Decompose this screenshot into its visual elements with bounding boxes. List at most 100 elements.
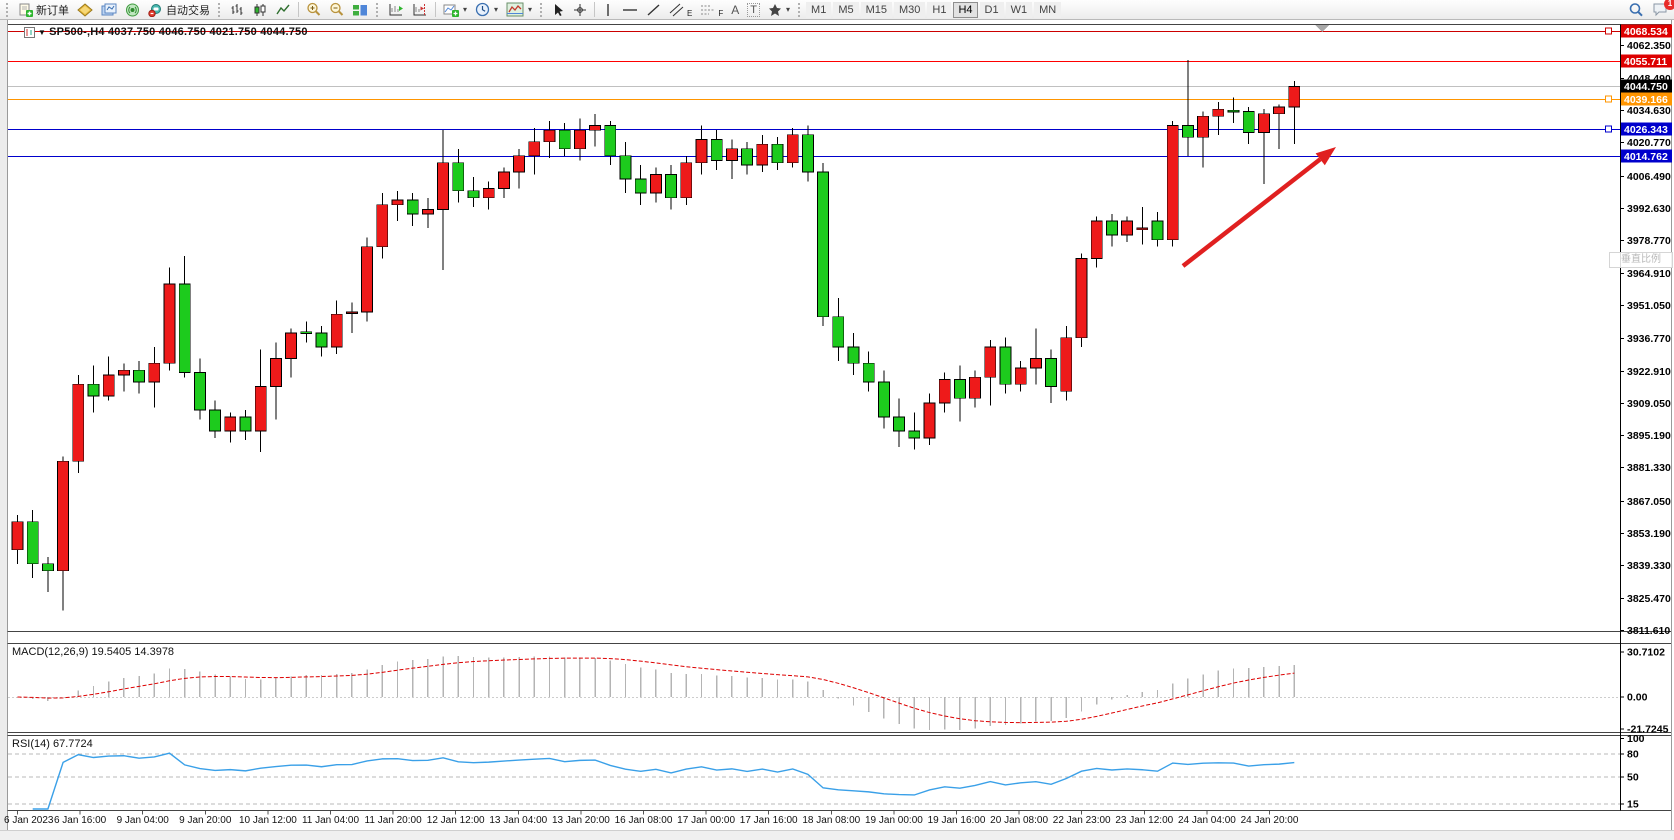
bull-candle xyxy=(1166,125,1179,241)
bear-candle xyxy=(847,346,860,364)
indicators-button[interactable]: ▾ xyxy=(439,1,471,19)
trend-arrow-annotation[interactable] xyxy=(1181,157,1322,268)
bear-candle xyxy=(315,332,328,348)
toolbar-grip[interactable] xyxy=(540,2,544,17)
bull-candle xyxy=(756,143,769,166)
periods-button[interactable]: ▾ xyxy=(471,1,502,19)
time-axis-label: 24 Jan 20:00 xyxy=(1241,815,1299,826)
timeframe-tab-M30[interactable]: M30 xyxy=(894,1,926,18)
toolbar-grip[interactable] xyxy=(798,2,802,17)
dropdown-caret[interactable]: ▾ xyxy=(463,5,468,14)
price-tag-4068.534 xyxy=(1621,24,1672,38)
chart-shift-marker[interactable] xyxy=(1315,25,1329,32)
timeframe-tab-M5[interactable]: M5 xyxy=(833,1,859,18)
line-chart-mode-button[interactable] xyxy=(272,1,295,19)
profiles-button[interactable] xyxy=(97,1,121,19)
price-axis-label: 4062.350 xyxy=(1627,40,1671,52)
time-axis-label: 19 Jan 16:00 xyxy=(928,815,986,826)
price-line-handle[interactable] xyxy=(1605,95,1612,103)
price-axis-label: 3825.470 xyxy=(1627,593,1671,605)
price-line-handle[interactable] xyxy=(1605,125,1612,133)
timeframe-tab-W1[interactable]: W1 xyxy=(1005,1,1033,18)
bull-candle xyxy=(589,125,601,131)
price-tag-label: 4068.534 xyxy=(1624,26,1668,38)
zoom-out-button[interactable] xyxy=(325,1,348,19)
timeframe-tab-H4[interactable]: H4 xyxy=(953,1,978,18)
candlestick-icon xyxy=(254,3,266,16)
time-axis-label: 11 Jan 20:00 xyxy=(365,815,423,826)
new-chart-button[interactable] xyxy=(73,1,97,19)
bear-candle xyxy=(209,409,222,432)
new-order-button[interactable]: 新订单 xyxy=(14,1,73,19)
bull-candle xyxy=(969,376,981,399)
price-tag-label: 4026.343 xyxy=(1624,124,1668,136)
collapse-caret-icon[interactable]: ▼ xyxy=(38,27,47,37)
templates-button[interactable]: ▾ xyxy=(502,1,536,19)
new-chart-icon xyxy=(77,2,93,17)
toolbar-grip[interactable] xyxy=(6,2,10,17)
equidistant-channel-icon xyxy=(669,3,684,16)
bear-candle xyxy=(406,199,419,215)
timeframe-tab-M1[interactable]: M1 xyxy=(806,1,832,18)
left-gutter xyxy=(0,20,7,830)
bear-candle xyxy=(300,331,313,334)
text-label-tool-button[interactable]: T xyxy=(743,1,764,19)
trendline-tool-button[interactable] xyxy=(642,1,665,19)
chart-shift-button[interactable] xyxy=(408,1,432,19)
dropdown-caret[interactable]: ▾ xyxy=(528,5,533,14)
bull-candle xyxy=(148,362,161,383)
dropdown-caret[interactable]: ▾ xyxy=(786,5,791,14)
auto-trading-button[interactable]: 自动交易 xyxy=(144,1,214,19)
timeframe-tab-D1[interactable]: D1 xyxy=(979,1,1004,18)
timeframe-tab-M15[interactable]: M15 xyxy=(860,1,893,18)
bull-candle xyxy=(285,332,298,360)
bull-candle xyxy=(1288,86,1301,108)
bear-candle xyxy=(832,316,845,348)
price-line-handle[interactable] xyxy=(1605,27,1612,35)
price-tag-label: 4055.711 xyxy=(1624,56,1667,68)
vertical-line-tool-button[interactable] xyxy=(598,1,618,19)
time-axis-label: 17 Jan 16:00 xyxy=(740,815,798,826)
tile-windows-button[interactable] xyxy=(348,1,372,19)
notifications-button[interactable]: 1 xyxy=(1648,0,1674,19)
cursor-arrow-icon xyxy=(555,3,564,16)
bear-candle xyxy=(1151,220,1164,241)
trend-arrow-head[interactable] xyxy=(1315,147,1336,166)
price-axis-label: 3853.190 xyxy=(1627,528,1671,540)
price-tag-4026.343 xyxy=(1621,122,1672,136)
arrows-tool-button[interactable]: ▾ xyxy=(764,1,794,19)
toolbar-grip[interactable] xyxy=(376,2,380,17)
auto-scroll-button[interactable] xyxy=(384,1,408,19)
signals-button[interactable] xyxy=(121,1,144,19)
fibonacci-tool-button[interactable]: F xyxy=(696,1,727,19)
dropdown-caret[interactable]: ▾ xyxy=(494,5,499,14)
rsi-axis-label: 100 xyxy=(1627,733,1645,745)
text-tool-button[interactable]: A xyxy=(727,1,743,19)
candlestick-mode-button[interactable] xyxy=(249,1,272,19)
time-axis-label: 24 Jan 04:00 xyxy=(1178,815,1236,826)
bear-candle xyxy=(862,362,875,383)
template-icon xyxy=(506,2,524,17)
bull-candle xyxy=(923,402,936,439)
channel-tool-button[interactable]: E xyxy=(665,1,696,19)
zoom-in-icon xyxy=(307,2,321,16)
profiles-icon xyxy=(101,3,117,15)
bull-candle xyxy=(497,171,510,189)
cursor-tool-button[interactable] xyxy=(548,1,569,19)
time-axis-label: 10 Jan 12:00 xyxy=(239,815,297,826)
chart-title-text: SP500-,H4 4037.750 4046.750 4021.750 404… xyxy=(49,26,308,38)
line-chart-icon xyxy=(276,4,290,14)
time-axis-label: 23 Jan 12:00 xyxy=(1115,815,1173,826)
bar-chart-mode-button[interactable] xyxy=(226,1,249,19)
price-tag-label: 4044.750 xyxy=(1624,81,1668,93)
bull-candle xyxy=(254,386,267,432)
search-button[interactable] xyxy=(1624,1,1648,19)
bull-candle xyxy=(1273,106,1285,115)
crosshair-tool-button[interactable] xyxy=(569,1,591,19)
timeframe-tab-MN[interactable]: MN xyxy=(1034,1,1062,18)
bull-candle xyxy=(72,383,85,462)
timeframe-tab-H1[interactable]: H1 xyxy=(927,1,952,18)
toolbar-grip[interactable] xyxy=(218,2,222,17)
zoom-in-button[interactable] xyxy=(302,1,325,19)
horizontal-line-tool-button[interactable] xyxy=(618,1,642,19)
